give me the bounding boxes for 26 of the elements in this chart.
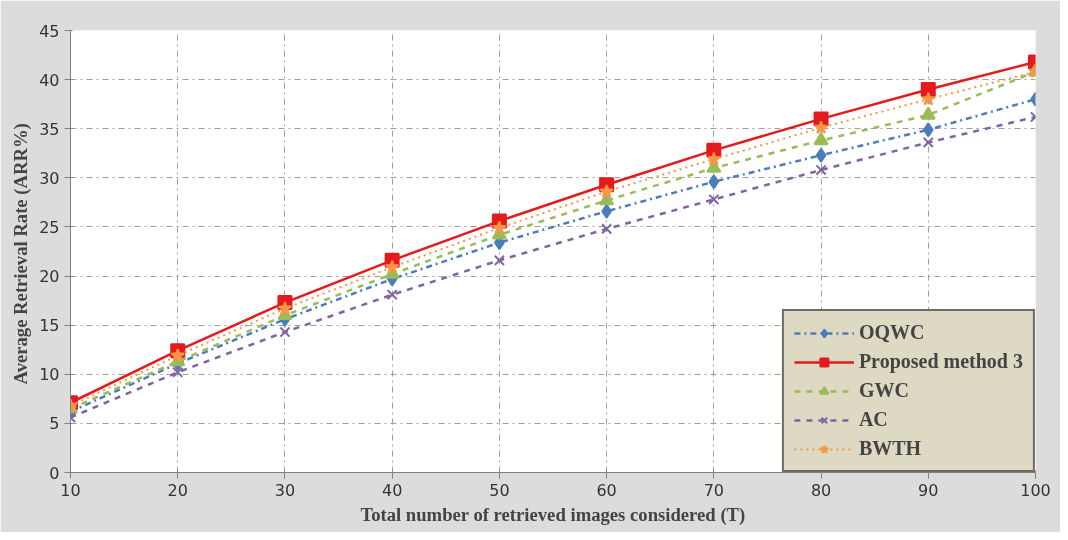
y-tick-label: 40 bbox=[39, 70, 60, 90]
y-tick-label: 20 bbox=[39, 267, 60, 287]
y-axis-title: Average Retrieval Rate (ARR%) bbox=[10, 123, 33, 385]
x-axis-title: Total number of retrieved images considered (T) bbox=[360, 503, 746, 526]
y-tick-label: 10 bbox=[39, 365, 60, 385]
x-tick-label: 60 bbox=[596, 480, 617, 500]
x-tick-label: 50 bbox=[489, 480, 510, 500]
x-tick-label: 100 bbox=[1020, 480, 1051, 500]
legend-label: BWTH bbox=[858, 437, 922, 460]
y-tick-label: 25 bbox=[39, 217, 60, 237]
y-tick-label: 15 bbox=[39, 316, 60, 336]
x-tick-label: 20 bbox=[167, 480, 188, 500]
y-tick-label: 30 bbox=[39, 168, 60, 188]
y-tick-label: 45 bbox=[39, 21, 60, 41]
legend-label: OQWC bbox=[858, 321, 925, 344]
x-tick-label: 70 bbox=[703, 480, 725, 500]
y-tick-label: 5 bbox=[49, 414, 60, 434]
x-tick-label: 30 bbox=[274, 480, 296, 500]
x-tick-label: 40 bbox=[381, 480, 403, 500]
legend-label: GWC bbox=[858, 379, 909, 402]
legend-label: AC bbox=[858, 408, 888, 431]
y-tick-label: 35 bbox=[39, 119, 60, 139]
x-tick-label: 90 bbox=[918, 480, 939, 500]
legend-label: Proposed method 3 bbox=[858, 350, 1023, 373]
x-tick-label: 80 bbox=[810, 480, 832, 500]
y-tick-label: 0 bbox=[49, 463, 60, 483]
